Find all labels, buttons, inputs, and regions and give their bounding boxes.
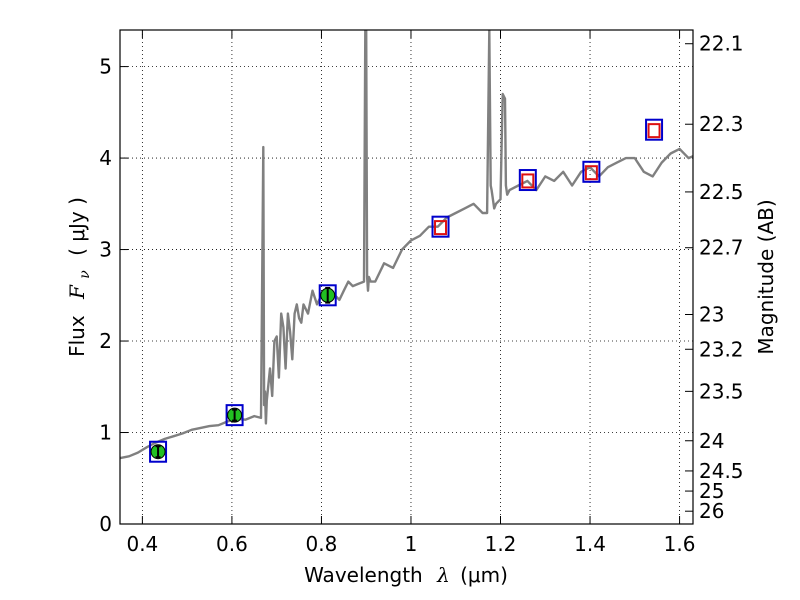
mag-tick-label: 22.5 <box>699 180 744 204</box>
mag-tick-label: 24 <box>699 429 724 453</box>
x-tick-label: 0.8 <box>306 532 338 556</box>
y-axis-title-prefix: Flux <box>65 315 89 357</box>
x-axis-title-prefix: Wavelength <box>304 563 423 587</box>
y-tick-label: 4 <box>99 146 112 170</box>
x-tick-labels: 0.4 0.6 0.8 1 1.2 1.4 1.6 <box>126 532 695 556</box>
ticks <box>120 30 693 525</box>
y-tick-label: 3 <box>99 238 112 262</box>
model-photometry-box <box>431 215 450 238</box>
mag-tick-label: 23 <box>699 303 724 327</box>
model-photometry-box <box>225 404 244 427</box>
model-photometry-box <box>582 160 601 183</box>
y-axis-title-unit: ( μJy ) <box>65 197 89 256</box>
mag-tick-label: 25 <box>699 479 724 503</box>
y-axis-title: Flux F ν ( μJy ) <box>65 197 94 357</box>
mag-tick-label: 22.7 <box>699 236 744 260</box>
upper-limit-square <box>434 220 448 236</box>
y-tick-labels: 0 1 2 3 4 5 <box>99 55 112 536</box>
y-tick-label: 1 <box>99 421 112 445</box>
x-axis-title: Wavelength λ (μm) <box>304 563 508 587</box>
model-photometry-box <box>518 169 537 192</box>
y-axis-title-subscript: ν <box>77 270 93 279</box>
mag-tick-label: 24.5 <box>699 459 744 483</box>
y-tick-label: 5 <box>99 55 112 79</box>
upper-limit-square <box>647 123 661 139</box>
mag-tick-label: 26 <box>699 499 724 523</box>
x-tick-label: 1.6 <box>664 532 696 556</box>
grid <box>120 30 693 525</box>
model-photometry-box <box>149 440 168 463</box>
x-axis-title-symbol: λ <box>436 563 450 587</box>
mag-tick-label: 23.5 <box>699 379 744 403</box>
x-tick-label: 1 <box>405 532 418 556</box>
upper-limit-square <box>584 165 598 181</box>
plot-frame <box>119 29 694 525</box>
y-tick-label: 2 <box>99 329 112 353</box>
upper-limit-square <box>521 173 535 189</box>
y-tick-label: 0 <box>99 512 112 536</box>
model-spectrum-line <box>120 30 693 460</box>
model-photometry-box <box>645 118 664 141</box>
plot-area <box>120 30 693 463</box>
y-axis-title-symbol: F <box>65 284 89 300</box>
model-photometry-box <box>318 284 337 307</box>
x-tick-label: 0.4 <box>126 532 158 556</box>
x-tick-label: 1.2 <box>485 532 517 556</box>
mag-tick-label: 22.3 <box>699 112 744 136</box>
x-tick-label: 0.6 <box>216 532 248 556</box>
x-axis-title-unit: (μm) <box>460 563 508 587</box>
x-tick-label: 1.4 <box>574 532 606 556</box>
mag-tick-label: 22.1 <box>699 32 744 56</box>
y2-axis-title: Magnitude (AB) <box>754 199 778 354</box>
mag-tick-label: 23.2 <box>699 337 744 361</box>
